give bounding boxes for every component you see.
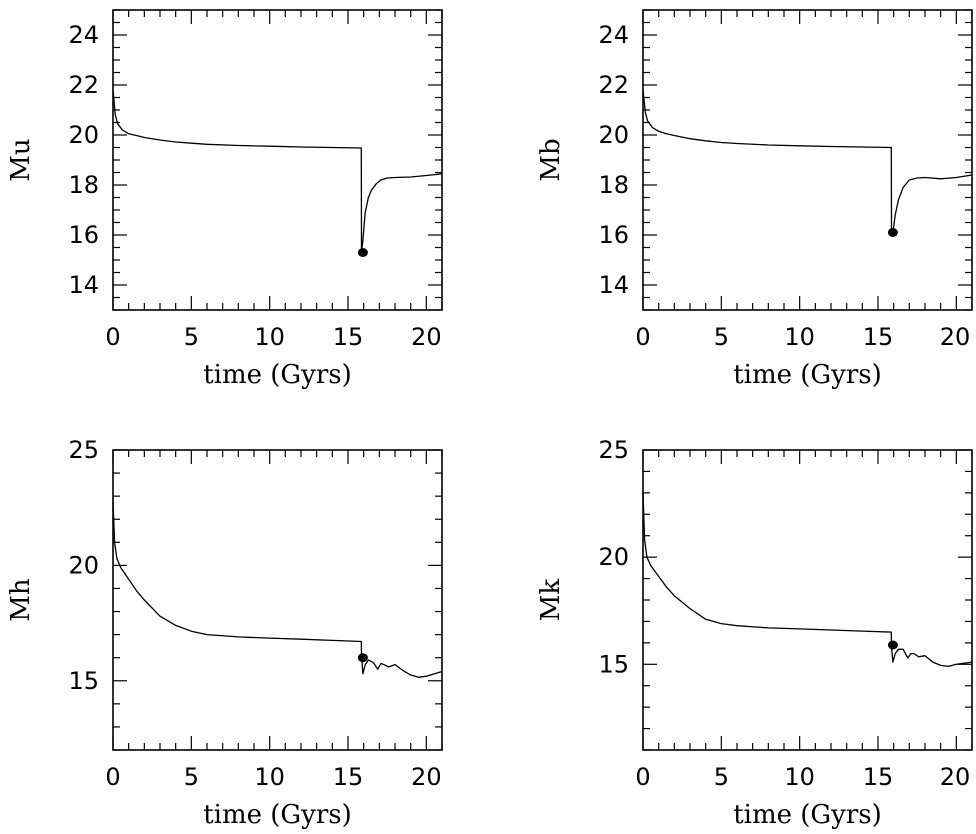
- x-axis-label: time (Gyrs): [203, 800, 352, 830]
- x-axis-label: time (Gyrs): [733, 360, 882, 390]
- series-line: [112, 500, 443, 678]
- y-axis-label: Mu: [6, 138, 36, 181]
- axis-ticks: [642, 449, 973, 751]
- y-tick-label: 15: [598, 650, 629, 678]
- x-tick-label: 5: [714, 763, 729, 791]
- x-tick-label: 20: [940, 763, 971, 791]
- axis-ticks: [112, 9, 443, 311]
- x-tick-label: 10: [784, 323, 815, 351]
- y-tick-label: 22: [598, 71, 629, 99]
- x-tick-label: 10: [254, 763, 285, 791]
- x-tick-label: 5: [714, 323, 729, 351]
- y-tick-label: 22: [68, 71, 99, 99]
- y-tick-labels: 15 20 25: [598, 436, 629, 678]
- panel-mb: 14 16 18 20 22 24 0 5 10 15 20 time (Gyr…: [536, 9, 973, 390]
- x-tick-labels: 0 5 10 15 20: [635, 763, 970, 791]
- y-tick-labels: 15 20 25: [68, 436, 99, 695]
- panel-mh: 15 20 25 0 5 10 15 20 time (Gyrs) Mh: [6, 436, 443, 830]
- x-tick-label: 10: [784, 763, 815, 791]
- y-tick-label: 14: [598, 271, 629, 299]
- y-tick-labels: 14 16 18 20 22 24: [598, 21, 629, 299]
- y-tick-label: 16: [598, 221, 629, 249]
- y-tick-label: 20: [68, 551, 99, 579]
- plot-frame: [642, 449, 973, 751]
- y-axis-label: Mb: [536, 138, 566, 181]
- y-axis-label: Mh: [6, 578, 36, 622]
- y-tick-label: 24: [68, 21, 99, 49]
- x-tick-label: 15: [863, 323, 894, 351]
- x-tick-labels: 0 5 10 15 20: [105, 323, 441, 351]
- y-tick-label: 16: [68, 221, 99, 249]
- plot-frame: [112, 9, 443, 311]
- plot-frame: [112, 449, 443, 751]
- x-tick-label: 20: [411, 323, 442, 351]
- x-tick-label: 5: [184, 763, 199, 791]
- x-axis-label: time (Gyrs): [203, 360, 352, 390]
- x-tick-label: 0: [635, 763, 650, 791]
- y-tick-label: 24: [598, 21, 629, 49]
- x-tick-label: 0: [105, 323, 120, 351]
- plot-frame: [642, 9, 973, 311]
- x-tick-label: 0: [635, 323, 650, 351]
- y-tick-label: 25: [598, 436, 629, 464]
- x-tick-label: 20: [411, 763, 442, 791]
- y-tick-label: 14: [68, 271, 99, 299]
- x-tick-label: 15: [333, 763, 364, 791]
- y-tick-label: 25: [68, 436, 99, 464]
- axis-ticks: [112, 449, 443, 751]
- y-tick-labels: 14 16 18 20 22 24: [68, 21, 99, 299]
- y-tick-label: 15: [68, 667, 99, 695]
- x-tick-label: 20: [940, 323, 971, 351]
- data-point-marker: [357, 653, 368, 663]
- data-point-marker: [887, 228, 898, 237]
- x-tick-labels: 0 5 10 15 20: [635, 323, 970, 351]
- data-point-marker: [357, 248, 368, 257]
- x-tick-label: 15: [863, 763, 894, 791]
- y-tick-label: 20: [598, 543, 629, 571]
- x-tick-label: 15: [333, 323, 364, 351]
- series-line: [112, 89, 443, 254]
- x-tick-label: 0: [105, 763, 120, 791]
- x-tick-label: 10: [254, 323, 285, 351]
- y-tick-label: 18: [68, 171, 99, 199]
- x-tick-label: 5: [184, 323, 199, 351]
- series-line: [642, 89, 973, 234]
- y-tick-label: 20: [68, 121, 99, 149]
- axis-ticks: [642, 9, 973, 311]
- y-tick-label: 20: [598, 121, 629, 149]
- panel-mk: 15 20 25 0 5 10 15 20 time (Gyrs) Mk: [536, 436, 973, 830]
- y-tick-label: 18: [598, 171, 629, 199]
- y-axis-label: Mk: [536, 579, 566, 622]
- x-axis-label: time (Gyrs): [733, 800, 882, 830]
- x-tick-labels: 0 5 10 15 20: [105, 763, 441, 791]
- panel-mu: 14 16 18 20 22 24 0 5 10 15 20 time (Gyr…: [6, 9, 443, 390]
- data-point-marker: [887, 640, 898, 650]
- series-line: [642, 492, 973, 668]
